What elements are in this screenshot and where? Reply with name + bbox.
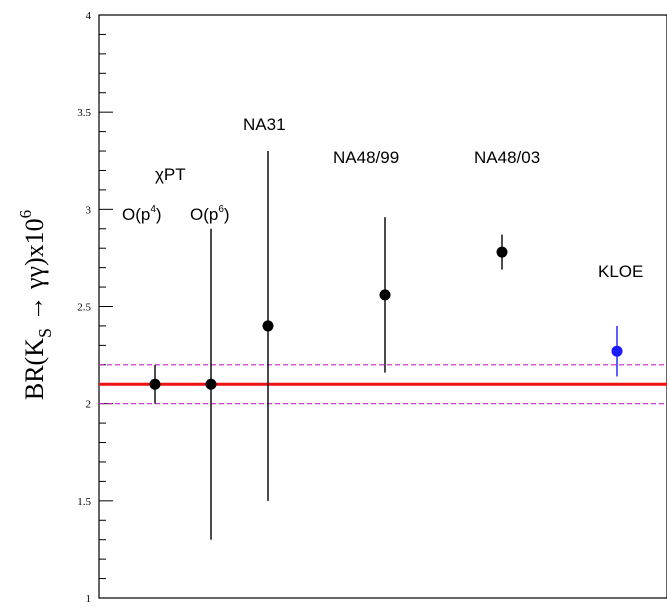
y-tick-label: 1 bbox=[86, 593, 92, 605]
data-point bbox=[262, 320, 274, 332]
data-point bbox=[149, 378, 161, 390]
y-tick-label: 2 bbox=[86, 399, 92, 411]
data-point bbox=[611, 345, 623, 357]
data-point bbox=[379, 289, 391, 301]
annotation-chipt: χPT bbox=[155, 165, 186, 184]
data-points bbox=[149, 151, 623, 540]
annotation-op4: O(p4) bbox=[122, 204, 162, 224]
data-point bbox=[205, 378, 217, 390]
data-point bbox=[496, 246, 508, 258]
y-tick-label: 3 bbox=[86, 204, 92, 216]
plot-frame bbox=[98, 14, 667, 599]
reference-lines bbox=[99, 364, 667, 405]
y-axis-label: BR(KS → γγ)x106 bbox=[16, 210, 55, 400]
y-tick-label: 1.5 bbox=[77, 496, 91, 508]
y-tick-label: 3.5 bbox=[77, 107, 91, 119]
annotation-na48-03: NA48/03 bbox=[474, 148, 540, 167]
annotation-na48-99: NA48/99 bbox=[333, 148, 399, 167]
y-tick-label: 4 bbox=[86, 10, 92, 22]
annotation-na31: NA31 bbox=[243, 115, 286, 134]
y-tick-label: 2.5 bbox=[77, 302, 91, 314]
annotation-op6: O(p6) bbox=[190, 204, 230, 224]
y-axis-ticks: 1 1.5 2 2.5 3 3.5 4 bbox=[77, 10, 113, 605]
annotation-kloe: KLOE bbox=[598, 262, 643, 281]
